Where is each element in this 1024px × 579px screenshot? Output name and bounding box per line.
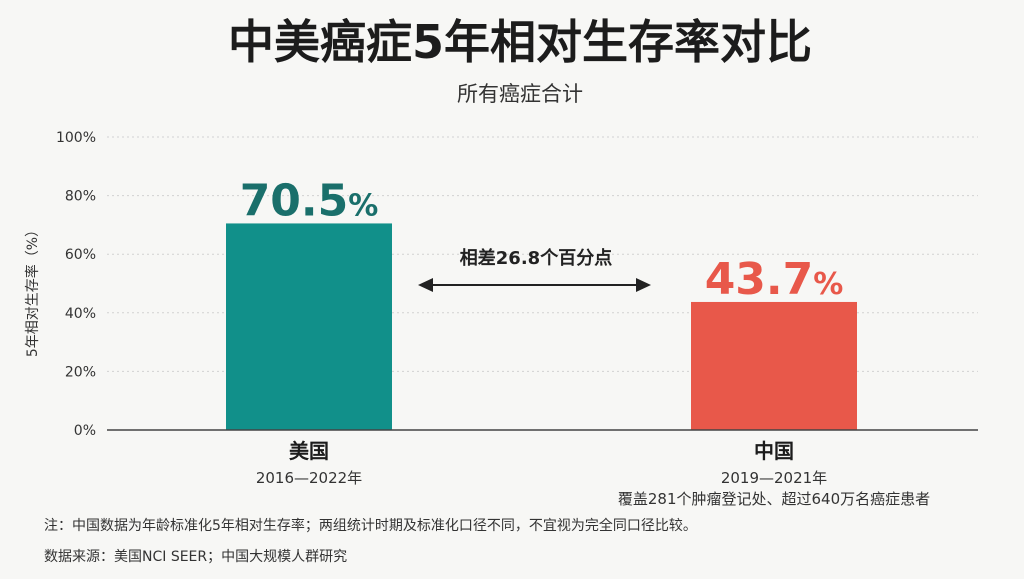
bar-value-number: 70.5 bbox=[240, 175, 349, 226]
y-tick-label: 0% bbox=[74, 423, 96, 439]
bar-value-label: 43.7% bbox=[705, 254, 844, 305]
arrow-head-right-icon bbox=[636, 278, 651, 292]
y-tick-label: 100% bbox=[56, 130, 96, 146]
difference-annotation: 相差26.8个百分点 bbox=[460, 247, 612, 269]
y-tick-label: 60% bbox=[65, 247, 96, 263]
y-tick-label: 40% bbox=[65, 306, 96, 322]
category-period: 2016—2022年 bbox=[256, 469, 362, 487]
chart-subtitle: 所有癌症合计 bbox=[457, 82, 583, 106]
category-period: 2019—2021年 bbox=[721, 469, 827, 487]
bar-value-number: 43.7 bbox=[705, 254, 814, 305]
bar-value-unit: % bbox=[348, 188, 378, 223]
chart-title: 中美癌症5年相对生存率对比 bbox=[228, 15, 812, 69]
bar-value-unit: % bbox=[813, 267, 843, 302]
bar bbox=[226, 223, 392, 430]
difference-arrow bbox=[418, 278, 651, 292]
y-tick-label: 80% bbox=[65, 189, 96, 205]
bar bbox=[691, 301, 857, 430]
arrow-head-left-icon bbox=[418, 278, 433, 292]
bar-value-label: 70.5% bbox=[240, 175, 379, 226]
source-note: 数据来源：美国NCI SEER；中国大规模人群研究 bbox=[44, 549, 347, 565]
y-tick-label: 20% bbox=[65, 364, 96, 380]
category-note: 覆盖281个肿瘤登记处、超过640万名癌症患者 bbox=[618, 490, 930, 508]
y-tick-labels: 0% 20% 40% 60% 80% 100% bbox=[56, 130, 96, 439]
category-label: 美国 bbox=[289, 439, 329, 463]
bars: 70.5% 美国 2016—2022年 43.7% 中国 2019—2021年覆盖281个… bbox=[226, 175, 930, 508]
footnote: 注：中国数据为年龄标准化5年相对生存率；两组统计时期及标准化口径不同，不宜视为完… bbox=[44, 517, 697, 534]
y-axis-label: 5年相对生存率（%） bbox=[24, 223, 41, 357]
category-label: 中国 bbox=[754, 439, 794, 463]
